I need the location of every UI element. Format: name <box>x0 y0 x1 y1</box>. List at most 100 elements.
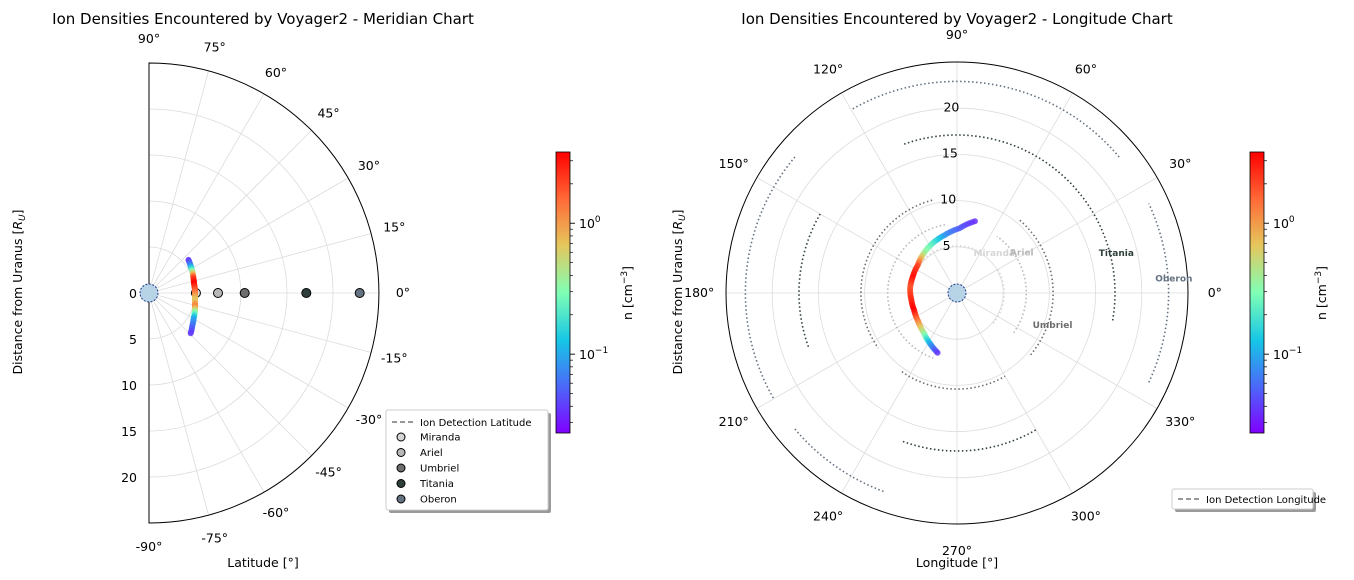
radius-tick-label: 10 <box>121 378 137 393</box>
grid-spoke <box>148 292 265 493</box>
angle-tick-label: -45° <box>315 465 342 480</box>
orbit-oberon <box>744 156 796 400</box>
legend-swatch-umbriel <box>396 463 406 473</box>
radius-tick-label: 20 <box>943 99 959 114</box>
orbit-oberon <box>794 428 885 493</box>
grid-spoke <box>148 233 372 294</box>
angle-tick-label: 75° <box>204 40 226 55</box>
moon-marker-ariel <box>213 288 223 298</box>
colorbar-tick-label: 10−1 <box>579 346 608 362</box>
meridian-grid <box>148 62 380 524</box>
angle-tick-label: 90° <box>946 27 968 42</box>
orbit-oberon <box>1148 203 1170 383</box>
angle-tick-label: 180° <box>684 285 714 300</box>
orbit-umbriel <box>901 371 1006 390</box>
trajectory-point <box>187 330 194 337</box>
angle-tick-label: 60° <box>1075 62 1097 77</box>
angle-tick-label: 60° <box>265 65 287 80</box>
radius-tick-label: 10 <box>940 192 956 207</box>
legend-entry-oberon: Oberon <box>420 495 457 506</box>
legend-entry-ariel: Ariel <box>420 448 443 459</box>
longitude-chart: Ion Densities Encountered by Voyager2 - … <box>670 10 1329 570</box>
grid-spoke <box>956 292 1073 494</box>
orbit-titania <box>798 213 821 348</box>
legend-entry-miranda: Miranda <box>420 433 460 444</box>
angle-tick-label: -30° <box>356 412 383 427</box>
radius-tick-label: 20 <box>121 470 137 485</box>
meridian-legend: Ion Detection Latitude Miranda Ariel Umbri… <box>385 409 549 511</box>
colorbar-tick-label: 10−1 <box>1273 346 1302 362</box>
angle-tick-label: -15° <box>381 351 408 366</box>
orbit-umbriel <box>1018 218 1054 356</box>
meridian-radius-ticks: 0 5 10 15 20 <box>121 286 137 485</box>
angle-tick-label: -90° <box>136 539 163 554</box>
meridian-angle-ticks: -90° -75° -60° -45° -30° -15° 0° 15° 30° 45° 60° 75… <box>136 31 410 554</box>
angle-tick-label: 150° <box>719 156 749 171</box>
meridian-trajectory-points <box>185 256 199 337</box>
grid-spoke <box>956 292 1158 409</box>
colorbar-gradient <box>1249 151 1265 434</box>
longitude-radius-ticks: 5 10 15 20 <box>940 99 959 253</box>
meridian-chart: Ion Densities Encountered by Voyager2 - … <box>10 10 635 570</box>
angle-tick-label: 0° <box>1208 285 1222 300</box>
grid-spoke <box>148 93 265 294</box>
meridian-moon-markers <box>190 288 365 298</box>
angle-tick-label: 330° <box>1165 414 1195 429</box>
orbit-label-umbriel: Umbriel <box>1033 321 1073 331</box>
angle-tick-label: 90° <box>138 31 160 46</box>
grid-spoke <box>148 292 209 516</box>
angle-tick-label: 270° <box>942 543 972 558</box>
legend-entry-trajectory: Ion Detection Latitude <box>420 418 532 429</box>
angle-tick-label: -60° <box>263 505 290 520</box>
angle-tick-label: 30° <box>358 158 380 173</box>
colorbar-label: n [cm−3] <box>1314 266 1329 320</box>
orbit-oberon <box>850 80 1120 158</box>
orbit-label-miranda: Miranda <box>973 249 1014 259</box>
legend-swatch-oberon <box>396 494 406 504</box>
grid-spoke <box>841 92 958 294</box>
angle-tick-label: 300° <box>1071 508 1101 523</box>
angle-tick-label: 240° <box>813 508 843 523</box>
radius-tick-label: 15 <box>121 424 137 439</box>
angle-tick-label: 30° <box>1169 156 1191 171</box>
legend-entry-trajectory: Ion Detection Longitude <box>1206 495 1326 506</box>
colorbar-label: n [cm−3] <box>620 266 635 320</box>
uranus-marker <box>139 283 159 303</box>
radius-tick-label: 5 <box>129 332 137 347</box>
angle-tick-label: 0° <box>396 285 410 300</box>
orbit-label-ariel: Ariel <box>1010 249 1034 259</box>
legend-entry-umbriel: Umbriel <box>420 464 459 475</box>
orbit-umbriel <box>860 199 933 349</box>
meridian-ylabel: Distance from Uranus [RU] <box>10 209 28 374</box>
colorbar-gradient <box>555 151 571 434</box>
grid-spoke <box>756 177 958 294</box>
grid-spoke <box>148 292 372 353</box>
orbit-titania <box>902 429 1037 452</box>
polar-frame <box>148 62 380 524</box>
orbit-miranda <box>992 269 1005 324</box>
angle-tick-label: 210° <box>719 414 749 429</box>
radius-tick-label: 0 <box>129 286 137 301</box>
grid-spoke <box>148 177 349 294</box>
longitude-angle-ticks: 0° 30° 60° 90° 120° 150° 180° 210° 240° 270° 300° 3… <box>684 27 1222 558</box>
longitude-ylabel: Distance from Uranus [RU] <box>670 209 688 374</box>
radius-tick-label: 5 <box>943 238 951 253</box>
angle-tick-label: -75° <box>201 530 228 545</box>
longitude-xlabel: Longitude [°] <box>916 555 998 570</box>
orbit-titania <box>902 134 1116 321</box>
polar-frame <box>725 61 1189 525</box>
grid-spoke <box>148 292 312 456</box>
radius-tick-label: 15 <box>942 145 958 160</box>
legend-entry-titania: Titania <box>419 479 454 490</box>
grid-spoke <box>841 292 958 494</box>
colorbar-tick-label: 100 <box>1273 215 1295 231</box>
legend-swatch-titania <box>396 479 406 488</box>
meridian-xlabel: Latitude [°] <box>227 555 298 570</box>
grid-spoke <box>148 130 312 294</box>
grid-spoke <box>956 92 1073 294</box>
longitude-chart-title: Ion Densities Encountered by Voyager2 - … <box>741 10 1173 28</box>
angle-tick-label: 45° <box>317 105 339 120</box>
colorbar-tick-label: 100 <box>579 215 601 231</box>
meridian-colorbar: 100 10−1 n [cm−3] <box>555 151 635 434</box>
